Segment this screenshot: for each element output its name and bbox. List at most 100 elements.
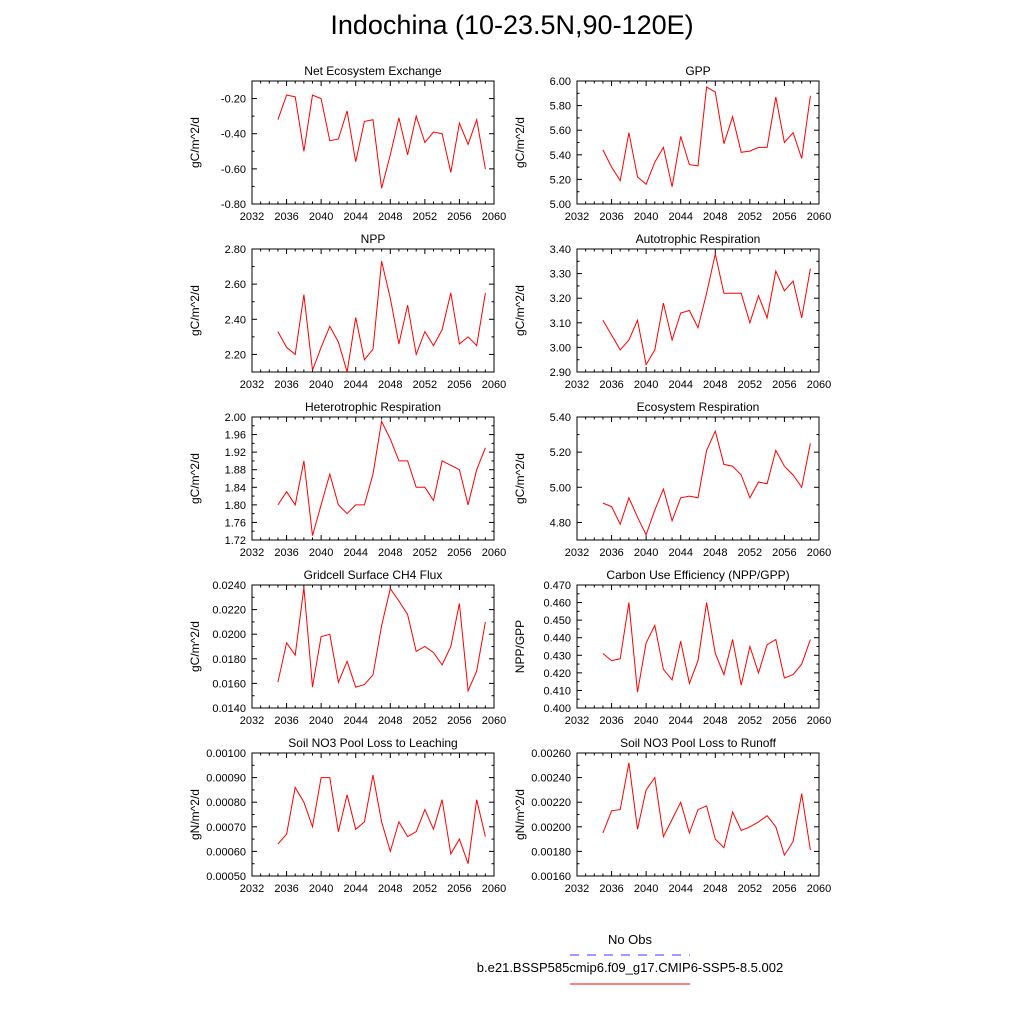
x-tick-label: 2036	[274, 883, 298, 895]
y-tick-label: 3.10	[550, 318, 571, 330]
x-tick-label: 2048	[703, 379, 727, 391]
y-tick-label: 0.440	[543, 633, 571, 645]
x-tick-label: 2048	[378, 211, 402, 223]
x-tick-label: 2044	[668, 211, 692, 223]
y-tick-label: 2.80	[225, 244, 246, 256]
y-tick-label: 0.0140	[212, 703, 246, 715]
x-tick-label: 2052	[413, 379, 437, 391]
panel-title: Soil NO3 Pool Loss to Leaching	[288, 736, 457, 750]
y-tick-label: 0.0180	[212, 654, 246, 666]
x-tick-label: 2048	[703, 715, 727, 727]
plot-frame	[251, 584, 495, 709]
x-tick-label: 2060	[482, 715, 506, 727]
y-tick-label: 0.00090	[206, 773, 246, 785]
x-tick-label: 2052	[413, 883, 437, 895]
x-tick-label: 2036	[599, 211, 623, 223]
panel-6: Ecosystem Respiration gC/m^2/d 2032 2036 204…	[513, 400, 831, 559]
y-tick-label: 3.00	[550, 342, 571, 354]
y-tick-label: 0.430	[543, 650, 571, 662]
x-tick-label: 2040	[634, 379, 658, 391]
series-line	[602, 253, 811, 366]
plot-frame	[251, 80, 495, 205]
y-tick-label: 0.0220	[212, 605, 246, 617]
series-line	[602, 429, 811, 536]
y-tick-label: 2.90	[550, 367, 571, 379]
y-tick-label: 0.00070	[206, 822, 246, 834]
x-tick-label: 2048	[378, 883, 402, 895]
x-tick-label: 2060	[807, 547, 831, 559]
y-tick-label: -0.40	[221, 129, 246, 141]
x-tick-label: 2048	[378, 547, 402, 559]
y-tick-label: 0.450	[543, 615, 571, 627]
x-tick-label: 2052	[738, 547, 762, 559]
x-tick-label: 2032	[565, 379, 589, 391]
y-tick-label: 5.20	[550, 174, 571, 186]
y-tick-label: 5.80	[550, 101, 571, 113]
x-tick-label: 2056	[772, 883, 796, 895]
x-tick-label: 2040	[309, 211, 333, 223]
y-axis-label: gN/m^2/d	[188, 789, 202, 840]
x-tick-label: 2052	[413, 211, 437, 223]
y-tick-label: 0.00060	[206, 846, 246, 858]
y-tick-label: 5.60	[550, 125, 571, 137]
plot-frame	[251, 752, 495, 877]
x-tick-label: 2056	[447, 379, 471, 391]
panel-5: Heterotrophic Respiration gC/m^2/d 2032 203…	[188, 400, 506, 559]
y-tick-label: 5.20	[550, 447, 571, 459]
series-line	[277, 775, 486, 864]
x-tick-label: 2040	[634, 547, 658, 559]
x-tick-label: 2036	[599, 379, 623, 391]
x-tick-label: 2060	[807, 883, 831, 895]
panel-4: Autotrophic Respiration gC/m^2/d 2032 2036 2…	[513, 232, 831, 391]
series-line	[602, 86, 811, 187]
y-tick-label: 4.80	[550, 517, 571, 529]
y-tick-label: 5.40	[550, 150, 571, 162]
x-tick-label: 2060	[807, 211, 831, 223]
y-tick-label: 0.00080	[206, 797, 246, 809]
x-tick-label: 2060	[807, 379, 831, 391]
plot-frame	[251, 248, 495, 373]
panel-2: GPP gC/m^2/d 2032 2036 2040 2044 2048 2052 2056 2…	[513, 64, 831, 223]
x-tick-label: 2036	[274, 715, 298, 727]
plot-frame	[576, 584, 820, 709]
panel-7: Gridcell Surface CH4 Flux gC/m^2/d 2032 203…	[188, 568, 506, 727]
y-tick-label: 0.00260	[531, 748, 571, 760]
x-tick-label: 2032	[240, 211, 264, 223]
x-tick-label: 2040	[309, 379, 333, 391]
x-tick-label: 2036	[599, 715, 623, 727]
y-tick-label: 0.470	[543, 580, 571, 592]
y-axis-label: gC/m^2/d	[513, 117, 527, 168]
x-tick-label: 2036	[599, 547, 623, 559]
y-tick-label: 0.00180	[531, 846, 571, 858]
panel-title: NPP	[361, 232, 386, 246]
y-axis-label: gN/m^2/d	[513, 789, 527, 840]
x-tick-label: 2036	[274, 547, 298, 559]
panel-title: Ecosystem Respiration	[637, 400, 760, 414]
y-tick-label: 0.00220	[531, 797, 571, 809]
y-tick-label: 0.420	[543, 668, 571, 680]
panel-title: Net Ecosystem Exchange	[304, 64, 442, 78]
x-tick-label: 2044	[343, 883, 367, 895]
x-tick-label: 2052	[413, 547, 437, 559]
x-tick-label: 2044	[668, 883, 692, 895]
y-tick-label: 0.0200	[212, 629, 246, 641]
x-tick-label: 2056	[772, 211, 796, 223]
panel-title: GPP	[685, 64, 710, 78]
panel-title: Heterotrophic Respiration	[305, 400, 441, 414]
x-tick-label: 2040	[309, 547, 333, 559]
y-tick-label: 1.80	[225, 500, 246, 512]
panel-title: Autotrophic Respiration	[636, 232, 761, 246]
x-tick-label: 2060	[807, 715, 831, 727]
y-tick-label: 0.00100	[206, 748, 246, 760]
y-tick-label: 1.76	[225, 517, 246, 529]
y-tick-label: 2.60	[225, 279, 246, 291]
y-tick-label: 3.30	[550, 269, 571, 281]
panel-1: Net Ecosystem Exchange gC/m^2/d 2032 2036 20…	[188, 64, 506, 223]
y-tick-label: 3.40	[550, 244, 571, 256]
x-tick-label: 2032	[240, 883, 264, 895]
x-tick-label: 2060	[482, 211, 506, 223]
x-tick-label: 2036	[274, 379, 298, 391]
panel-8: Carbon Use Efficiency (NPP/GPP) NPP/GPP 20…	[513, 568, 831, 727]
y-axis-label: gC/m^2/d	[513, 285, 527, 336]
